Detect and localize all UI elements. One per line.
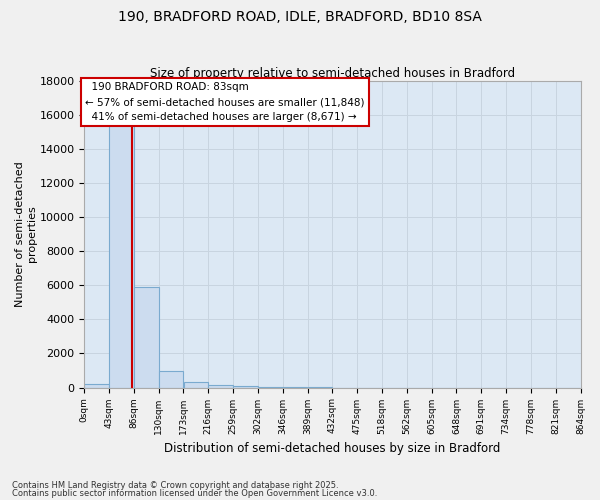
- Title: Size of property relative to semi-detached houses in Bradford: Size of property relative to semi-detach…: [150, 66, 515, 80]
- Bar: [208, 385, 233, 388]
- Bar: [109, 89, 134, 388]
- Text: 190, BRADFORD ROAD, IDLE, BRADFORD, BD10 8SA: 190, BRADFORD ROAD, IDLE, BRADFORD, BD10…: [118, 10, 482, 24]
- Bar: [159, 370, 184, 388]
- Text: 190 BRADFORD ROAD: 83sqm
← 57% of semi-detached houses are smaller (11,848)
  41: 190 BRADFORD ROAD: 83sqm ← 57% of semi-d…: [85, 82, 365, 122]
- Bar: [85, 384, 109, 388]
- Bar: [233, 386, 258, 388]
- Y-axis label: Number of semi-detached
properties: Number of semi-detached properties: [15, 161, 37, 307]
- Text: Contains HM Land Registry data © Crown copyright and database right 2025.: Contains HM Land Registry data © Crown c…: [12, 480, 338, 490]
- Bar: [134, 287, 158, 388]
- Bar: [184, 382, 208, 388]
- X-axis label: Distribution of semi-detached houses by size in Bradford: Distribution of semi-detached houses by …: [164, 442, 500, 455]
- Text: Contains public sector information licensed under the Open Government Licence v3: Contains public sector information licen…: [12, 489, 377, 498]
